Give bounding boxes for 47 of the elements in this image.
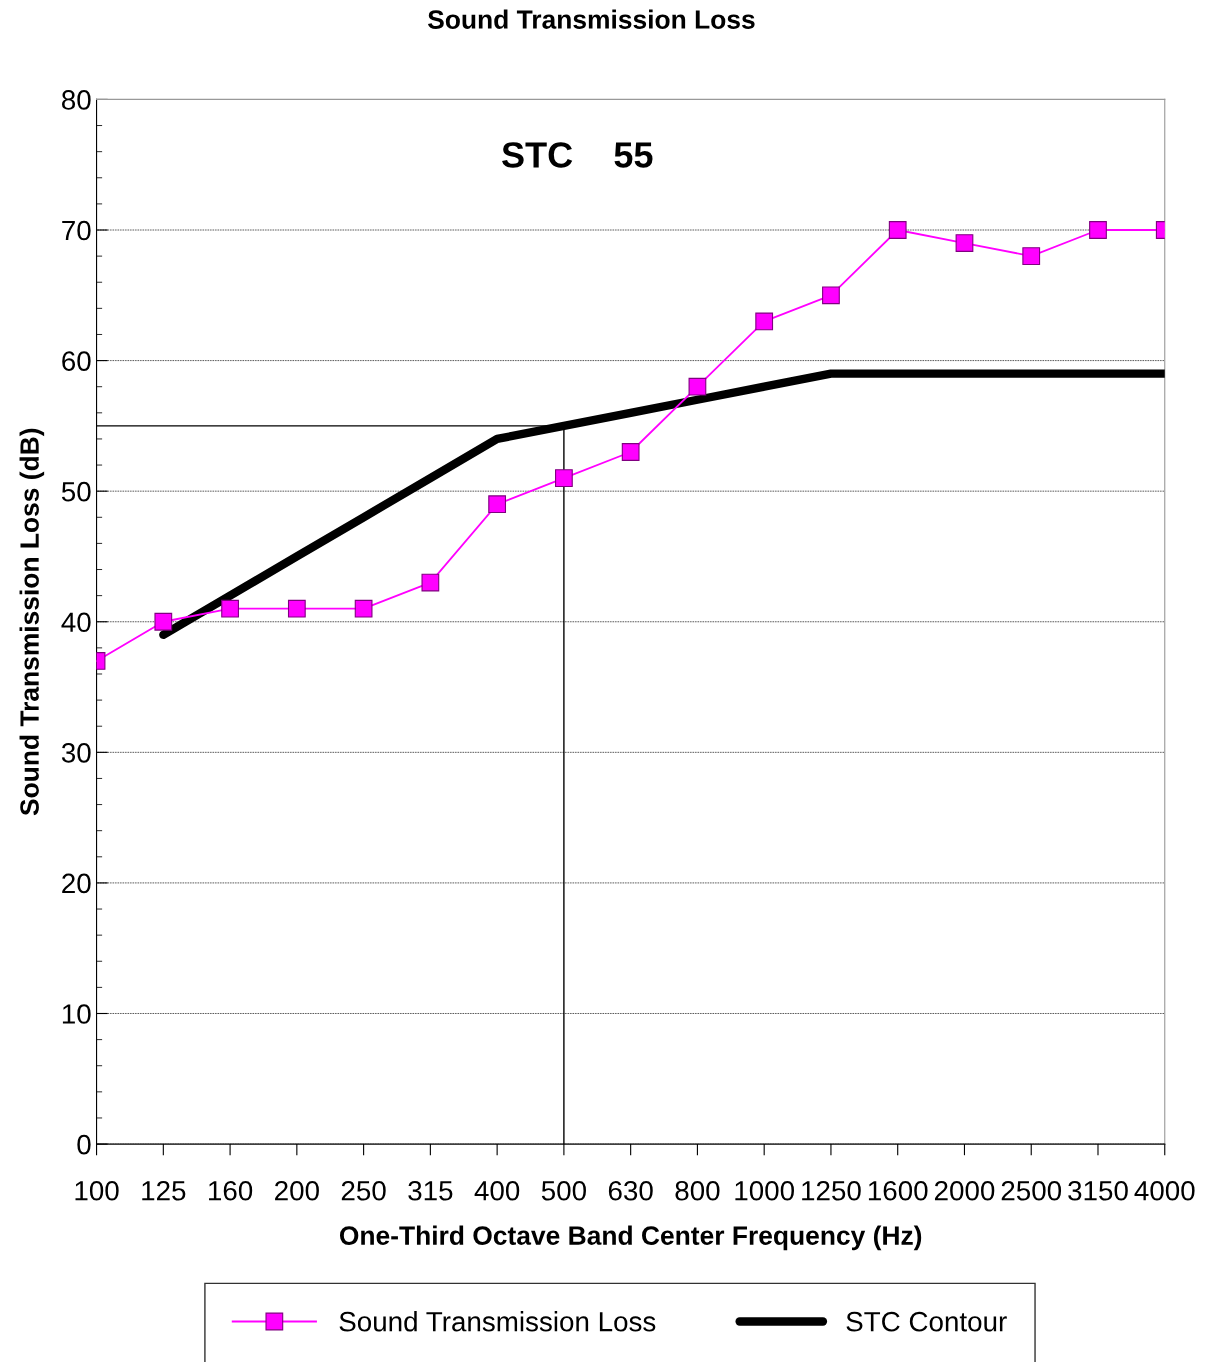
point (154, 612, 173, 631)
x-tick-label: 2500 (1001, 1180, 1062, 1201)
legend-label: Sound Transmission Loss (339, 1311, 656, 1332)
x-tick-label: 125 (142, 1180, 186, 1201)
point (488, 495, 507, 514)
x-tick-label: 630 (608, 1180, 653, 1201)
y-tick-label: 20 (62, 873, 91, 894)
point (888, 221, 907, 239)
x-tick-label: 500 (541, 1180, 586, 1201)
legend-label: STC Contour (846, 1311, 1007, 1332)
y-tick-label: 70 (62, 220, 91, 241)
x-tick-label: 250 (341, 1180, 386, 1201)
x-axis-title: One-Third Octave Band Center Frequency (Hz) (339, 1225, 922, 1251)
point (621, 443, 640, 461)
x-tick-label: 1250 (802, 1180, 861, 1201)
point (555, 469, 573, 488)
x-tick-label: 800 (675, 1180, 720, 1201)
x-tick-label: 315 (408, 1180, 453, 1201)
annotation: STC 55 (502, 142, 653, 168)
point (755, 312, 774, 331)
x-tick-label: 1600 (868, 1180, 928, 1201)
point (1022, 247, 1041, 266)
point (287, 599, 306, 618)
y-tick-label: 30 (61, 743, 91, 763)
x-tick-label: 160 (209, 1180, 253, 1201)
x-tick-label: 1000 (735, 1180, 794, 1201)
y-tick-label: 50 (61, 481, 91, 502)
x-tick-label: 3150 (1068, 1180, 1128, 1201)
x-tick-label: 400 (474, 1180, 520, 1201)
chart-title: Sound Transmission Loss (427, 9, 755, 29)
y-tick-label: 60 (62, 351, 91, 371)
y-tick-label: 40 (61, 612, 91, 633)
x-tick-label: 4000 (1134, 1180, 1195, 1201)
y-axis-title: Sound Transmission Loss (dB) (19, 428, 45, 816)
y-tick-label: 0 (77, 1134, 91, 1155)
point (354, 599, 373, 618)
x-tick-label: 100 (75, 1180, 119, 1201)
point (421, 573, 440, 592)
y-tick-label: 10 (62, 1004, 91, 1024)
point (822, 286, 840, 305)
point (688, 377, 707, 396)
point (955, 234, 974, 252)
point (1089, 221, 1107, 239)
y-tick-label: 80 (62, 90, 91, 110)
x-tick-label: 2000 (934, 1180, 995, 1201)
point (221, 599, 239, 618)
x-tick-label: 200 (275, 1180, 319, 1201)
